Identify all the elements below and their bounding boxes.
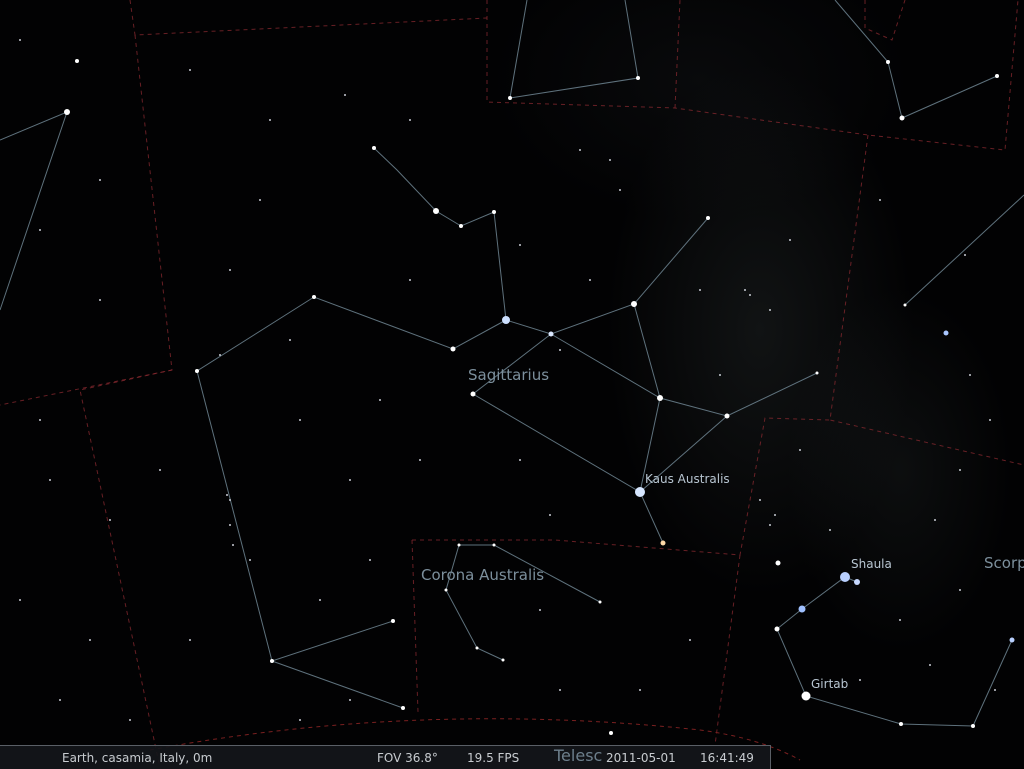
star[interactable]: [433, 208, 439, 214]
star[interactable]: [775, 560, 781, 566]
star[interactable]: [798, 605, 806, 613]
star[interactable]: [636, 76, 640, 80]
constellation-line: [904, 194, 1024, 306]
telescope-label: Telesc: [554, 746, 603, 765]
star[interactable]: [598, 600, 602, 604]
date-readout: 2011-05-01: [606, 751, 676, 765]
constellation-label-corona-australis: Corona Australis: [421, 566, 545, 584]
star[interactable]: [372, 146, 376, 150]
star[interactable]: [501, 658, 505, 662]
star-label-shaula: Shaula: [851, 557, 892, 571]
constellation-line: [373, 147, 709, 335]
star[interactable]: [270, 659, 274, 663]
star[interactable]: [312, 295, 316, 299]
star[interactable]: [195, 369, 199, 373]
boundary-line: [674, 0, 681, 109]
constellation-line: [633, 303, 728, 494]
boundary-line: [412, 417, 831, 556]
horizon-line: [149, 718, 801, 761]
time-readout: 16:41:49: [700, 751, 754, 765]
star[interactable]: [854, 579, 860, 585]
star[interactable]: [840, 572, 850, 582]
fps-readout: 19.5 FPS: [467, 751, 520, 765]
boundary-line: [829, 134, 1024, 466]
star[interactable]: [475, 646, 479, 650]
star[interactable]: [899, 115, 905, 121]
star[interactable]: [459, 224, 463, 228]
star[interactable]: [450, 346, 456, 352]
boundary-line: [864, 0, 906, 41]
constellation-line: [550, 333, 818, 417]
boundary-line: [79, 369, 173, 768]
constellation-line: [509, 0, 639, 99]
star[interactable]: [801, 691, 811, 701]
constellation-line: [445, 544, 601, 661]
star[interactable]: [774, 626, 780, 632]
star[interactable]: [444, 588, 448, 592]
star[interactable]: [64, 109, 70, 115]
star[interactable]: [899, 722, 903, 726]
star[interactable]: [492, 543, 496, 547]
constellation-line: [196, 296, 507, 662]
constellation-line: [834, 0, 998, 119]
star-label-kaus-australis: Kaus Australis: [645, 472, 730, 486]
star[interactable]: [706, 216, 710, 220]
star[interactable]: [1009, 637, 1015, 643]
star[interactable]: [457, 543, 461, 547]
constellation-line: [271, 660, 404, 709]
boundary-line: [486, 0, 1019, 151]
star[interactable]: [815, 371, 819, 375]
status-bar: Earth, casamia, Italy, 0m FOV 36.8° 19.5…: [0, 745, 771, 769]
constellation-line: [776, 576, 1013, 727]
constellation-line: [509, 0, 528, 99]
boundary-line: [411, 539, 419, 713]
star[interactable]: [609, 731, 613, 735]
star[interactable]: [492, 210, 496, 214]
stars: [64, 59, 1015, 735]
star[interactable]: [660, 540, 666, 546]
star[interactable]: [995, 74, 999, 78]
star-label-girtab: Girtab: [811, 677, 849, 691]
constellation-label-scorpius: Scorp: [984, 554, 1024, 572]
constellation-line: [0, 111, 68, 311]
star[interactable]: [657, 395, 663, 401]
star[interactable]: [470, 391, 476, 397]
star[interactable]: [886, 60, 890, 64]
constellation-label-sagittarius: Sagittarius: [468, 366, 550, 384]
constellation-line: [472, 333, 664, 544]
star[interactable]: [548, 331, 554, 337]
fov-readout: FOV 36.8°: [377, 751, 438, 765]
boundary-line: [0, 34, 173, 406]
star[interactable]: [391, 619, 395, 623]
location-readout: Earth, casamia, Italy, 0m: [62, 751, 213, 765]
star[interactable]: [401, 706, 405, 710]
star[interactable]: [631, 301, 637, 307]
star[interactable]: [903, 303, 907, 307]
star[interactable]: [724, 413, 730, 419]
boundary-line: [129, 0, 488, 36]
constellation-lines: [0, 0, 1024, 727]
star[interactable]: [971, 724, 975, 728]
star[interactable]: [943, 330, 949, 336]
boundary-line: [714, 554, 741, 746]
star[interactable]: [75, 59, 79, 63]
star[interactable]: [635, 487, 645, 497]
star[interactable]: [502, 316, 510, 324]
faint-stars: [19, 39, 996, 721]
star[interactable]: [508, 96, 512, 100]
